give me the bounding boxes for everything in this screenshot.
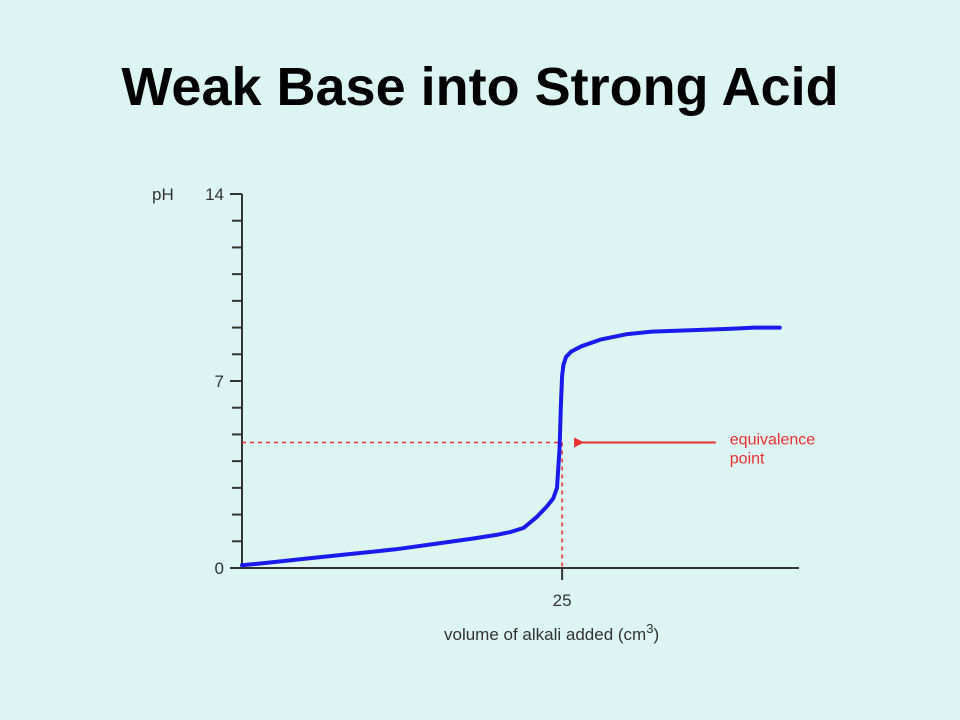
x-axis-label: volume of alkali added (cm3) xyxy=(444,621,659,644)
y-tick-label: 14 xyxy=(205,185,224,204)
titration-curve xyxy=(240,325,782,568)
equivalence-label-line1: equivalence xyxy=(730,431,816,448)
equivalence-label-line2: point xyxy=(730,450,765,467)
slide-title: Weak Base into Strong Acid xyxy=(121,57,839,117)
y-tick-label: 7 xyxy=(215,372,224,391)
x-tick-label: 25 xyxy=(553,591,572,610)
y-tick-label: 0 xyxy=(215,559,224,578)
y-axis-label: pH xyxy=(152,185,174,204)
